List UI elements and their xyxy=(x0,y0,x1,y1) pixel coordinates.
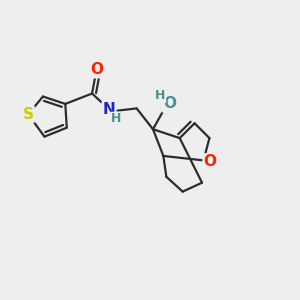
Text: S: S xyxy=(22,107,34,122)
Text: O: O xyxy=(90,62,103,77)
Text: O: O xyxy=(163,96,176,111)
Text: H: H xyxy=(111,112,121,125)
Text: H: H xyxy=(155,89,166,102)
Text: O: O xyxy=(203,154,217,169)
Text: N: N xyxy=(103,102,116,117)
